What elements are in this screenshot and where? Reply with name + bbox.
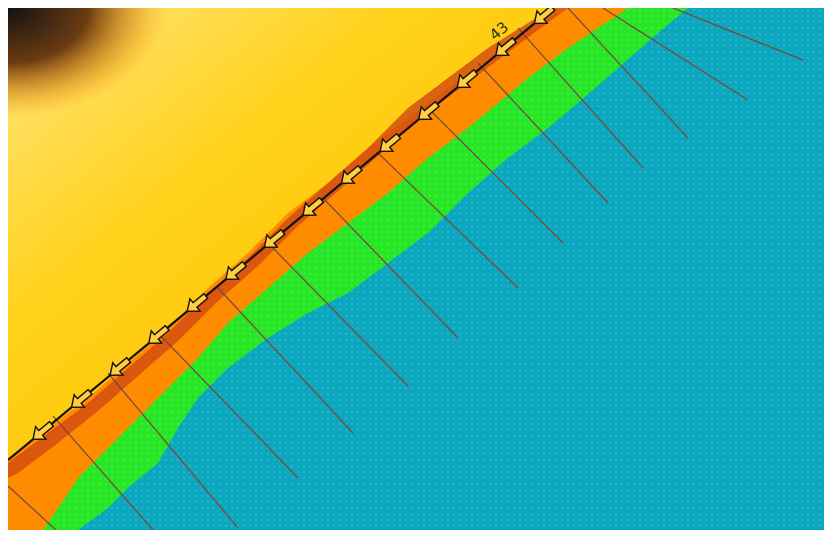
- direction-arrow: [70, 388, 93, 408]
- direction-arrow: [533, 8, 556, 25]
- transect-line: [322, 197, 459, 339]
- dune-crest: [8, 8, 568, 478]
- transect-line: [477, 62, 609, 204]
- transect-line: [217, 287, 354, 434]
- direction-arrow-group: [32, 8, 556, 440]
- direction-arrow-shape: [302, 196, 325, 217]
- transect-line: [377, 152, 519, 289]
- direction-arrow-shape: [379, 132, 402, 153]
- direction-arrow: [186, 292, 209, 313]
- direction-arrow-shape: [263, 228, 286, 249]
- transect-group: [8, 8, 804, 530]
- land-orange-edge: [8, 8, 628, 530]
- direction-arrow: [109, 356, 132, 377]
- direction-arrow: [340, 164, 363, 185]
- elevation-map: 43: [8, 8, 824, 530]
- transect-line: [672, 8, 804, 61]
- green-band-texture: [8, 8, 688, 530]
- land-yellow-area: [8, 8, 568, 458]
- transect-line: [427, 107, 564, 244]
- transect-line: [157, 332, 299, 479]
- direction-arrow-shape: [456, 68, 479, 89]
- direction-arrow: [379, 132, 402, 153]
- transect-line: [517, 27, 644, 169]
- direction-arrow-shape: [70, 388, 93, 408]
- transect-line: [267, 242, 409, 387]
- direction-arrow-shape: [224, 260, 248, 281]
- direction-arrow-shape: [533, 8, 556, 25]
- direction-arrow-shape: [417, 100, 441, 121]
- map-frame: 43: [8, 8, 824, 530]
- direction-arrow: [456, 68, 479, 89]
- transect-line: [602, 8, 749, 101]
- direction-arrow-shape: [340, 164, 363, 185]
- transect-line: [567, 8, 689, 139]
- direction-arrow: [494, 36, 518, 57]
- high-ground-corner: [8, 8, 168, 118]
- transect-line: [8, 485, 57, 530]
- direction-arrow-shape: [109, 356, 132, 377]
- direction-arrow-shape: [494, 36, 518, 57]
- transect-line: [107, 372, 239, 529]
- direction-arrow: [32, 420, 55, 440]
- direction-arrow: [417, 100, 441, 121]
- direction-arrow: [147, 324, 171, 345]
- direction-arrow-shape: [32, 420, 55, 440]
- direction-arrow: [224, 260, 248, 281]
- transect-line: [52, 415, 154, 530]
- direction-arrow-shape: [147, 324, 171, 345]
- direction-arrow-shape: [186, 292, 209, 313]
- direction-arrow: [302, 196, 325, 217]
- direction-arrow: [263, 228, 286, 249]
